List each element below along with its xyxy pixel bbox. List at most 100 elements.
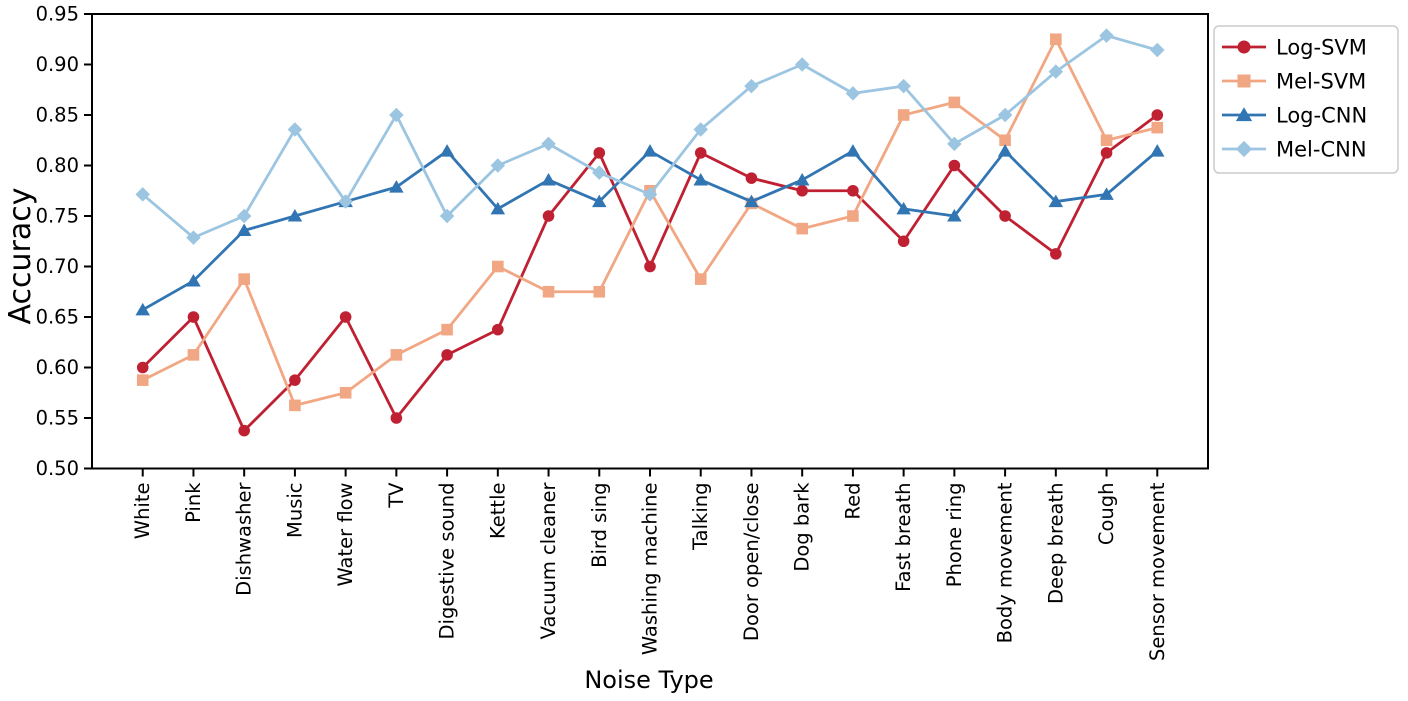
series-mel-svm <box>136 33 1164 412</box>
legend-box <box>1213 25 1399 174</box>
marker-mel-svm-sensor-movement <box>1151 121 1164 134</box>
series-log-svm <box>136 109 1164 437</box>
marker-mel-svm-water-flow <box>339 386 352 399</box>
plot-layer: 0.50 0.55 0.60 0.65 0.70 0.75 0.80 0.85 0.90 0.95… <box>36 3 1209 661</box>
marker-mel-svm-bird-sing <box>593 285 606 298</box>
marker-mel-cnn-sensor-movement <box>1150 42 1165 58</box>
marker-log-svm-deep-breath <box>1050 248 1062 260</box>
marker-mel-cnn-bird-sing <box>592 165 607 180</box>
marker-log-svm-door-open-close <box>745 172 758 184</box>
marker-log-svm-bird-sing <box>593 147 606 159</box>
x-tick-label-white: White <box>131 483 154 540</box>
x-tick-label-phone-ring: Phone ring <box>943 483 966 588</box>
marker-log-svm-digestive-sound <box>441 349 453 361</box>
marker-log-cnn-tv <box>389 180 404 193</box>
marker-log-svm-sensor-movement <box>1151 109 1164 121</box>
marker-log-cnn-white <box>135 302 150 316</box>
marker-mel-svm-deep-breath <box>1050 33 1062 46</box>
marker-mel-cnn-red <box>845 86 861 101</box>
y-tick-label: 0.65 <box>36 306 79 329</box>
marker-mel-cnn-dishwasher <box>236 208 252 224</box>
marker-mel-svm-talking <box>694 273 707 285</box>
y-tick-label: 0.95 <box>36 3 79 26</box>
marker-log-cnn-pink <box>186 273 201 287</box>
marker-mel-cnn-cough <box>1099 28 1114 43</box>
marker-mel-cnn-deep-breath <box>1048 64 1064 79</box>
legend-item-log-cnn: Log-CNN <box>1222 104 1367 128</box>
y-tick-label: 0.60 <box>36 356 79 379</box>
marker-log-svm-dishwasher <box>238 424 250 437</box>
legend-label-log-cnn: Log-CNN <box>1276 104 1367 128</box>
y-tick-label: 0.55 <box>36 407 79 430</box>
marker-mel-cnn-digestive-sound <box>439 208 455 224</box>
legend: Log-SVM Mel-SVM Log-CNN Mel-CNN <box>1213 25 1399 174</box>
marker-log-cnn-talking <box>693 172 708 186</box>
x-axis-label: Noise Type <box>584 666 713 694</box>
x-tick-label-red: Red <box>841 483 864 520</box>
marker-log-cnn-kettle <box>490 201 506 215</box>
marker-log-svm-vacuum-cleaner <box>542 210 555 222</box>
x-tick-label-digestive-sound: Digestive sound <box>436 483 459 640</box>
marker-mel-svm-digestive-sound <box>441 323 453 336</box>
y-tick-label: 0.80 <box>36 154 79 177</box>
marker-mel-cnn-body-movement <box>997 107 1013 123</box>
marker-log-svm-water-flow <box>339 311 352 323</box>
marker-mel-svm-music <box>289 399 301 412</box>
marker-log-svm-talking <box>694 147 707 159</box>
x-tick-label-talking: Talking <box>689 483 712 552</box>
marker-mel-cnn-door-open-close <box>744 78 759 94</box>
marker-log-svm-cough <box>1100 147 1113 159</box>
x-tick-label-vacuum-cleaner: Vacuum cleaner <box>537 482 560 640</box>
series-log-cnn <box>135 144 1165 316</box>
marker-log-cnn-digestive-sound <box>439 144 455 157</box>
marker-mel-svm-white <box>136 374 149 386</box>
marker-log-cnn-washing-machine <box>642 144 658 157</box>
y-tick-label: 0.85 <box>36 104 79 127</box>
legend-item-mel-cnn: Mel-CNN <box>1222 138 1367 162</box>
marker-mel-cnn-vacuum-cleaner <box>541 136 556 152</box>
marker-log-cnn-fast-breath <box>896 201 911 215</box>
marker-log-svm-pink <box>187 311 200 323</box>
legend-item-log-svm: Log-SVM <box>1222 36 1367 60</box>
marker-log-svm-red <box>847 184 859 197</box>
marker-log-cnn-dishwasher <box>236 223 252 236</box>
x-tick-label-door-open-close: Door open/close <box>740 483 763 642</box>
marker-log-svm-tv <box>390 412 403 424</box>
marker-log-svm-body-movement <box>999 210 1011 222</box>
x-tick-label-tv: TV <box>385 482 408 509</box>
marker-mel-cnn-tv <box>389 107 404 123</box>
marker-mel-svm-fast-breath <box>897 109 910 121</box>
x-tick-label-sensor-movement: Sensor movement <box>1146 482 1169 661</box>
series-line-mel-svm <box>141 37 1159 407</box>
marker-mel-cnn-kettle <box>490 158 506 173</box>
x-tick-label-pink: Pink <box>182 482 205 523</box>
marker-mel-cnn-music <box>287 122 303 137</box>
marker-mel-svm-phone-ring <box>948 96 961 109</box>
marker-mel-cnn-pink <box>186 230 201 245</box>
marker-mel-cnn-washing-machine <box>642 187 658 202</box>
marker-log-cnn-door-open-close <box>744 194 759 208</box>
y-tick-label: 0.70 <box>36 255 79 278</box>
marker-log-svm-music <box>289 374 301 386</box>
legend-marker-log-cnn <box>1235 107 1253 122</box>
marker-mel-svm-body-movement <box>999 134 1011 147</box>
x-tick-label-fast-breath: Fast breath <box>892 483 915 592</box>
marker-log-svm-kettle <box>492 323 504 336</box>
marker-log-cnn-deep-breath <box>1048 194 1064 208</box>
x-tick-label-kettle: Kettle <box>486 483 509 540</box>
series-line-log-cnn <box>141 149 1159 312</box>
marker-mel-svm-dog-bark <box>796 222 808 235</box>
marker-log-cnn-phone-ring <box>947 209 962 222</box>
y-tick-label: 0.50 <box>36 457 79 480</box>
marker-mel-cnn-fast-breath <box>896 78 911 94</box>
marker-mel-svm-kettle <box>492 260 504 273</box>
marker-log-cnn-body-movement <box>997 144 1013 157</box>
marker-log-cnn-bird-sing <box>592 194 607 208</box>
series-mel-cnn <box>135 28 1165 245</box>
marker-mel-cnn-phone-ring <box>947 136 962 152</box>
marker-log-cnn-dog-bark <box>794 172 810 186</box>
marker-mel-svm-red <box>847 210 859 222</box>
y-tick-label: 0.75 <box>36 205 79 228</box>
marker-log-cnn-cough <box>1099 187 1114 200</box>
